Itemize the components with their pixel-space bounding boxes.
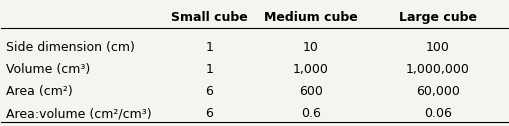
Text: 100: 100 — [425, 41, 448, 54]
Text: Small cube: Small cube — [171, 11, 247, 24]
Text: 1,000: 1,000 — [292, 63, 328, 76]
Text: 1: 1 — [205, 63, 213, 76]
Text: Area:volume (cm²/cm³): Area:volume (cm²/cm³) — [7, 107, 152, 120]
Text: Medium cube: Medium cube — [263, 11, 357, 24]
Text: 6: 6 — [205, 85, 213, 98]
Text: Volume (cm³): Volume (cm³) — [7, 63, 91, 76]
Text: Large cube: Large cube — [398, 11, 476, 24]
Text: 0.6: 0.6 — [300, 107, 320, 120]
Text: 1: 1 — [205, 41, 213, 54]
Text: 6: 6 — [205, 107, 213, 120]
Text: 10: 10 — [302, 41, 318, 54]
Text: Side dimension (cm): Side dimension (cm) — [7, 41, 135, 54]
Text: Area (cm²): Area (cm²) — [7, 85, 73, 98]
Text: 60,000: 60,000 — [415, 85, 459, 98]
Text: 600: 600 — [298, 85, 322, 98]
Text: 1,000,000: 1,000,000 — [405, 63, 469, 76]
Text: 0.06: 0.06 — [423, 107, 450, 120]
